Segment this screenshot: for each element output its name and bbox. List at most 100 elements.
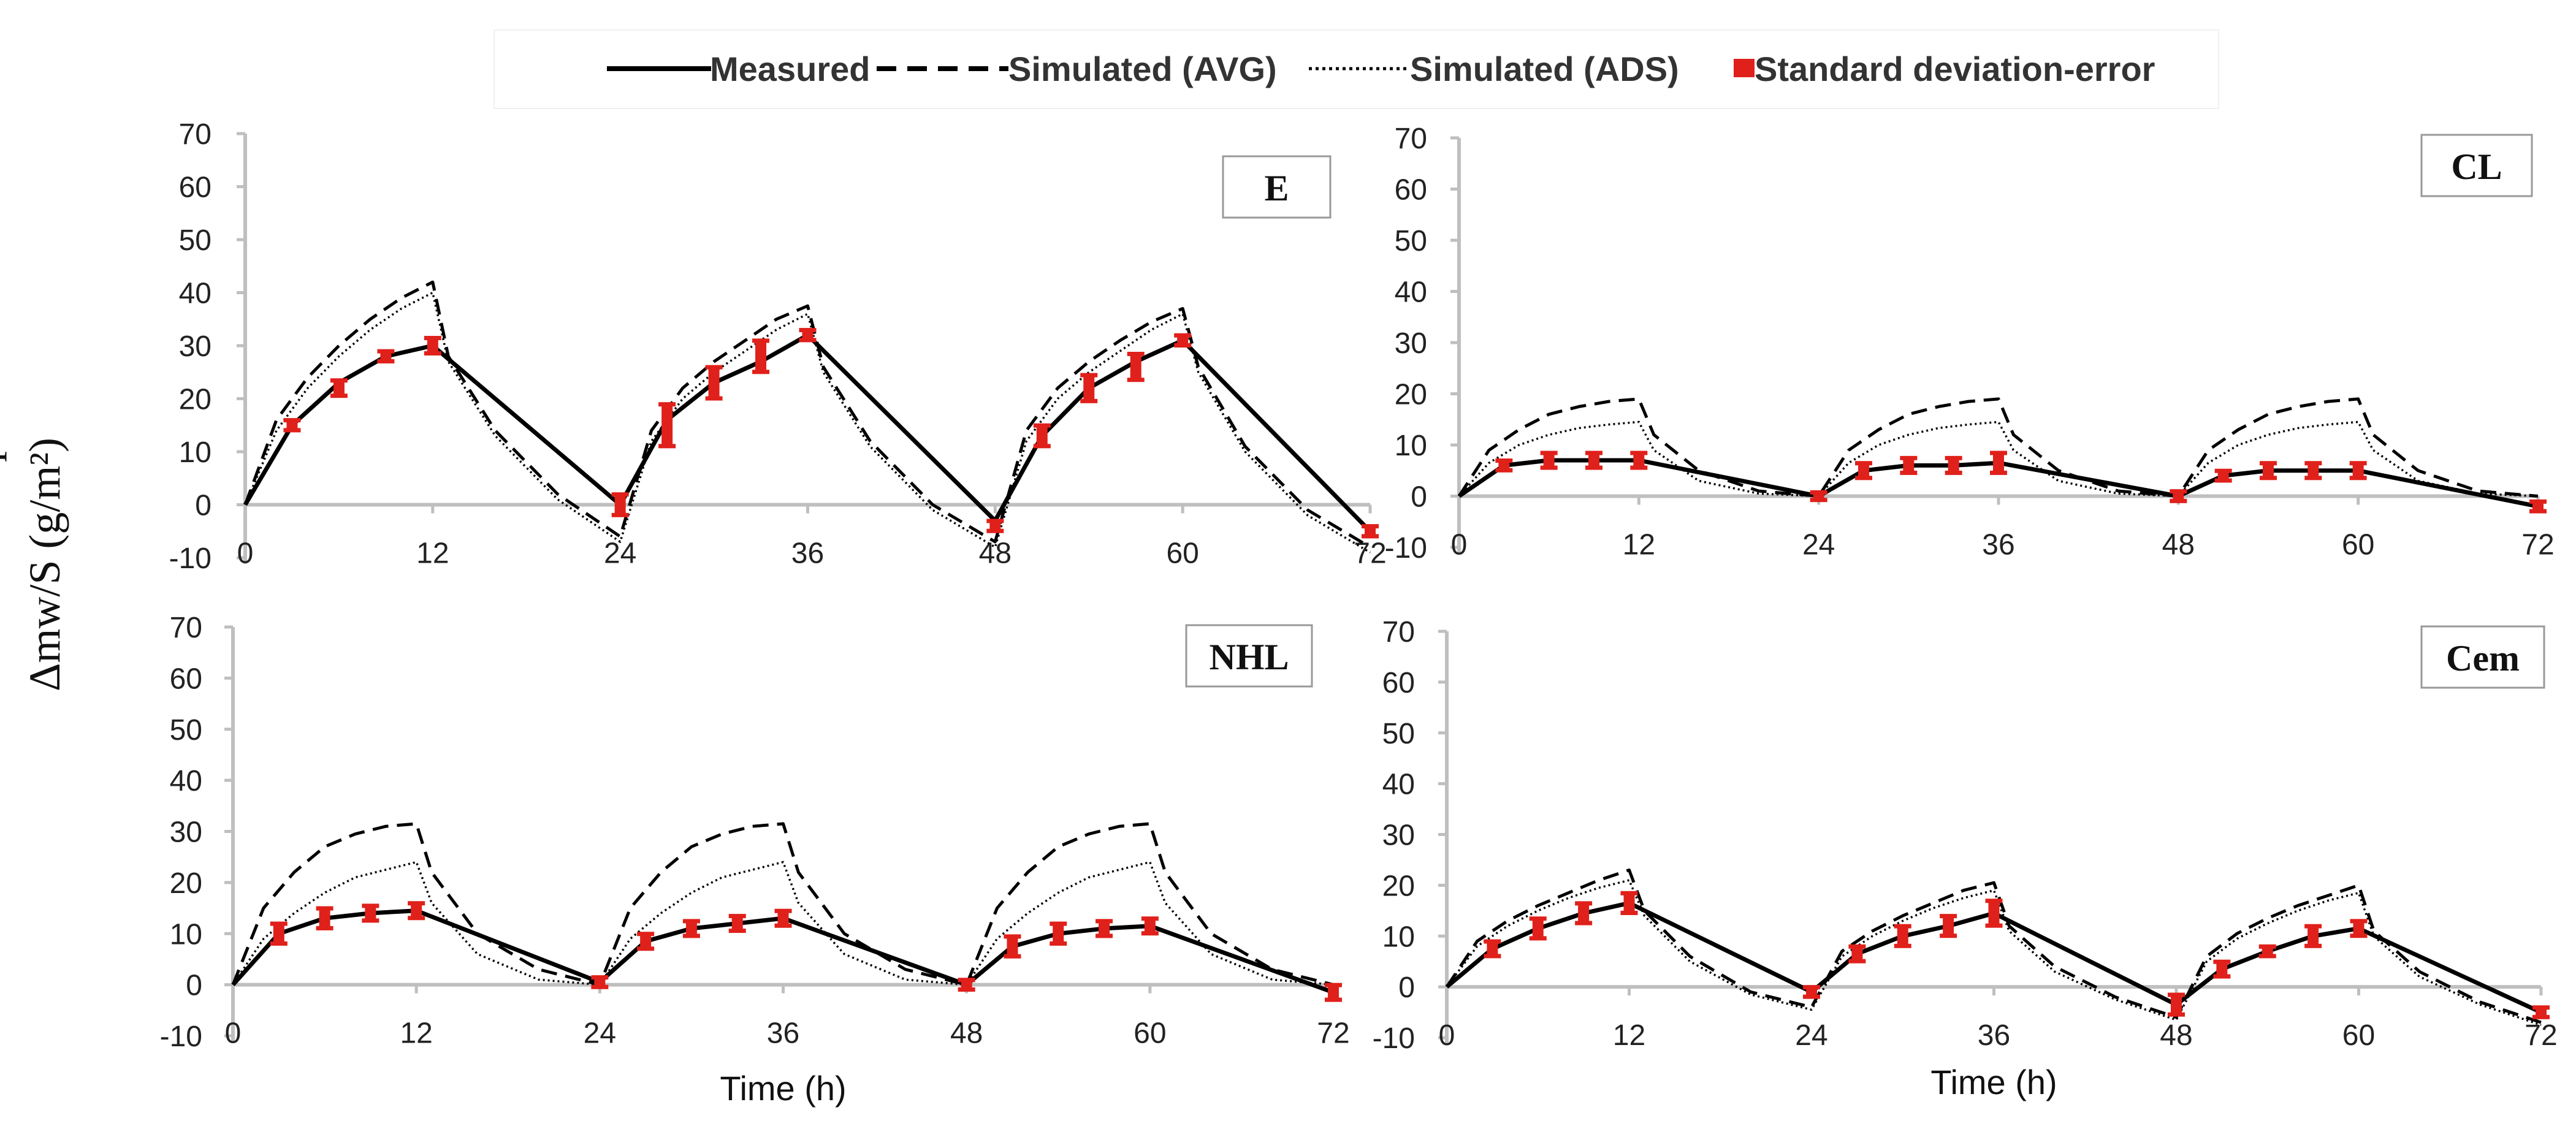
e-error-bar xyxy=(283,418,301,433)
cem-error-bar-cap-top xyxy=(1848,944,1866,949)
e-error-bar-cap-top xyxy=(424,336,441,341)
cem-error-bar-cap-top xyxy=(2168,992,2185,997)
cem-error-bar-body xyxy=(2262,946,2273,957)
cem-x-tick-label: 36 xyxy=(1978,1019,2010,1052)
cl-x-tick-label: 60 xyxy=(2342,529,2374,561)
cl-error-bar-cap-bottom xyxy=(2260,476,2277,481)
cem-x-tick-label: 24 xyxy=(1795,1019,1827,1052)
e-error-bar xyxy=(1362,524,1379,539)
cl-x-tick-label: 24 xyxy=(1802,529,1835,561)
e-error-bar-body xyxy=(333,380,345,397)
nhl-error-bar-cap-top xyxy=(591,975,609,980)
cem-error-bar xyxy=(1985,899,2003,928)
e-y-tick-label: 20 xyxy=(179,384,211,416)
cem-error-bar-cap-bottom xyxy=(2168,1012,2185,1017)
cem-error-bar xyxy=(2258,944,2276,959)
cl-error-bar-body xyxy=(1858,463,1869,479)
e-error-bar xyxy=(611,492,629,517)
nhl-error-bar xyxy=(1141,916,1159,936)
nhl-error-bar xyxy=(1325,983,1342,1002)
legend-swatches xyxy=(607,59,1755,77)
cem-y-tick-label: 40 xyxy=(1382,769,1415,801)
e-x-tick-label: 12 xyxy=(416,538,449,570)
nhl-y-tick-label: 40 xyxy=(170,765,202,797)
cl-error-bar-cap-bottom xyxy=(2214,478,2232,483)
cl-error-bar-cap-top xyxy=(1540,450,1558,455)
e-error-bar-cap-top xyxy=(611,492,629,497)
cl-error-bar xyxy=(1810,490,1827,503)
cem-error-bar xyxy=(1620,891,1638,915)
nhl-error-bar xyxy=(637,932,655,951)
e-error-bar-cap-top xyxy=(1362,524,1379,529)
cem-error-bar-body xyxy=(1532,918,1544,939)
e-error-bar-body xyxy=(661,404,673,447)
cem-error-bar-cap-top xyxy=(2258,944,2276,949)
cem-error-bar-cap-bottom xyxy=(1848,959,1866,964)
e-error-bar-cap-top xyxy=(986,519,1004,523)
e-error-bar xyxy=(1174,333,1192,348)
nhl-error-bar-cap-bottom xyxy=(1050,941,1067,946)
nhl-x-tick-label: 72 xyxy=(1317,1017,1349,1050)
nhl-error-bar-cap-top xyxy=(362,903,379,908)
e-error-bar-cap-top xyxy=(658,402,676,407)
cl-series-dotted xyxy=(1458,420,2539,498)
cl-y-tick-label: 30 xyxy=(1395,327,1427,360)
e-error-bar-cap-bottom xyxy=(283,428,301,433)
cem-x-tick-label: 0 xyxy=(1439,1019,1455,1052)
cl-error-bar-cap-top xyxy=(1495,458,1513,463)
e-series-solid xyxy=(243,333,1372,533)
cem-error-bar-body xyxy=(1851,946,1863,962)
legend-measured-label: Measured xyxy=(710,49,871,88)
e-error-bar xyxy=(986,519,1004,533)
e-error-bar-body xyxy=(989,520,1001,531)
cem-error-bar xyxy=(1484,939,1501,959)
cem-error-bar-body xyxy=(1806,987,1817,997)
nhl-error-bar-cap-bottom xyxy=(1141,931,1159,936)
cl-error-bar-cap-bottom xyxy=(1630,465,1648,470)
nhl-y-tick-label: 30 xyxy=(170,816,202,849)
e-x-tick-label: 60 xyxy=(1166,538,1198,570)
cem-error-bar-body xyxy=(2216,961,2228,977)
cl-error-bar-body xyxy=(1543,452,1555,468)
nhl-error-bar-body xyxy=(1007,936,1018,957)
nhl-error-bar xyxy=(1004,934,1021,959)
cem-error-bar-cap-bottom xyxy=(2258,954,2276,959)
cem-error-bar-cap-top xyxy=(2304,924,2322,929)
cl-error-bar-body xyxy=(2263,463,2274,479)
cl-error-bar-body xyxy=(1948,457,1959,473)
e-series-dotted xyxy=(244,291,1371,553)
nhl-error-bar xyxy=(728,914,746,933)
cl-error-bar-body xyxy=(2352,463,2364,479)
cl-y-tick-label: 50 xyxy=(1395,225,1427,257)
cem-x-tick-label: 12 xyxy=(1613,1019,1645,1052)
e-error-bar-cap-bottom xyxy=(986,528,1004,533)
nhl-error-bar xyxy=(408,901,425,921)
e-error-bar-body xyxy=(286,420,298,431)
e-y-tick-label: 70 xyxy=(179,118,211,151)
nhl-error-bar-cap-bottom xyxy=(958,987,975,992)
e-error-bar-cap-bottom xyxy=(1174,343,1192,348)
nhl-y-tick-label: -10 xyxy=(160,1021,202,1053)
cl-y-tick-label: 20 xyxy=(1395,379,1427,411)
nhl-y-tick-label: 20 xyxy=(170,867,202,900)
cem-error-bar-cap-top xyxy=(1894,924,1911,929)
nhl-title-box xyxy=(1185,624,1313,688)
cem-error-bar-cap-bottom xyxy=(1985,923,2003,928)
cem-error-bar-cap-top xyxy=(1803,985,1820,990)
nhl-x-tick-label: 0 xyxy=(225,1017,242,1050)
cem-error-bar-body xyxy=(1487,941,1498,957)
cem-error-bar-cap-bottom xyxy=(2532,1014,2550,1019)
cl-error-bar-cap-top xyxy=(2349,461,2367,466)
cem-error-bar-cap-top xyxy=(1985,899,2003,903)
cl-error-bar-body xyxy=(1588,452,1599,468)
nhl-error-bar-cap-top xyxy=(316,906,333,911)
nhl-error-bar-body xyxy=(594,977,606,987)
cem-error-bar-cap-top xyxy=(2213,959,2231,964)
nhl-error-bar-cap-top xyxy=(408,901,425,906)
cl-error-bar-cap-bottom xyxy=(1855,476,1872,481)
nhl-error-bar-body xyxy=(1144,918,1156,934)
nhl-error-bar-body xyxy=(319,908,330,929)
